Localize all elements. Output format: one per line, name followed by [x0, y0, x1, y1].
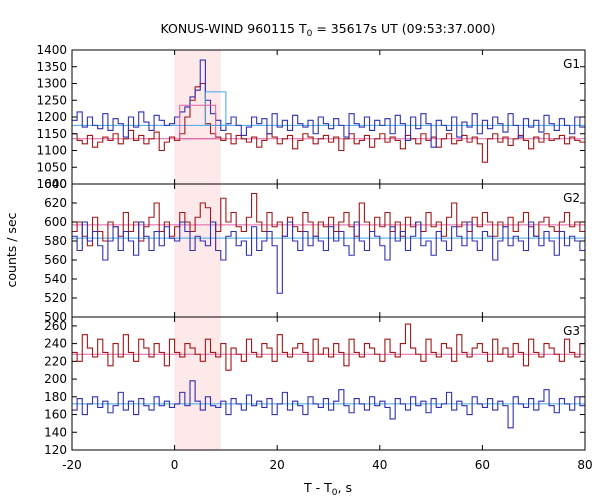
panel-g3: 120 140 160 180 200 220 240 260 G3	[44, 316, 586, 457]
y-tick-label: 1400	[36, 43, 67, 57]
y-tick-label: 1050	[36, 160, 67, 174]
y-tick-label: 500	[44, 310, 67, 324]
x-axis-title-rest: , s	[338, 480, 352, 495]
blue-series-line	[72, 59, 585, 148]
y-tick-label: 580	[44, 234, 67, 248]
y-tick-label: 220	[44, 354, 67, 368]
y-tick-label: 520	[44, 291, 67, 305]
y-tick-label: 180	[44, 390, 67, 404]
y-tick-label: 200	[44, 372, 67, 386]
plot-area: 100010501100115012001250130013501400G150…	[36, 43, 592, 472]
panel-frame	[71, 316, 586, 451]
x-tick-label: 40	[372, 458, 387, 472]
y-tick-label: 640	[44, 177, 67, 191]
y-tick-label: 1000	[36, 177, 67, 191]
panel-g1: 1000 1050 1100 1150 1200 1250 1300 1350 1400 G1	[36, 43, 586, 191]
y-tick-label: 1100	[36, 144, 67, 158]
y-axis-title: counts / sec	[4, 212, 19, 287]
red-peak-box	[179, 104, 217, 140]
x-tick-label: 0	[171, 458, 179, 472]
y-tick-label: 1300	[36, 77, 67, 91]
chart-title-main: KONUS-WIND 960115 T	[160, 21, 306, 36]
x-tick-label: 80	[577, 458, 592, 472]
y-tick-label: 600	[44, 215, 67, 229]
y-tick-label: 620	[44, 196, 67, 210]
red-series-line	[72, 323, 585, 371]
x-axis-title: T - T0, s	[303, 480, 352, 498]
blue-series-line	[72, 221, 585, 294]
shaded-interval	[174, 50, 221, 450]
y-tick-label: 120	[44, 443, 67, 457]
y-tick-label: 1250	[36, 93, 67, 107]
x-axis-title-main: T - T	[303, 480, 332, 495]
y-tick-label: 1200	[36, 110, 67, 124]
panel-label: G1	[563, 57, 580, 71]
y-tick-label: 1350	[36, 60, 67, 74]
y-tick-label: 160	[44, 408, 67, 422]
blue-series-line	[72, 380, 585, 429]
red-series-line	[72, 82, 585, 163]
y-tick-label: 1150	[36, 127, 67, 141]
x-tick-label: 20	[270, 458, 285, 472]
panel-label: G2	[563, 191, 580, 205]
x-tick-label: 60	[475, 458, 490, 472]
y-tick-label: 540	[44, 272, 67, 286]
x-tick-label: -20	[62, 458, 82, 472]
panel-g2: 500 520 540 560 580 600 620 640 G2	[44, 177, 586, 324]
y-tick-label: 140	[44, 425, 67, 439]
chart-title-rest: = 35617s UT (09:53:37.000)	[312, 21, 495, 36]
y-tick-label: 240	[44, 337, 67, 351]
panel-label: G3	[563, 324, 580, 338]
y-tick-label: 560	[44, 253, 67, 267]
chart-title: KONUS-WIND 960115 T0 = 35617s UT (09:53:…	[160, 21, 495, 39]
y-tick-label: 260	[44, 319, 67, 333]
x-axis-title-subscript: 0	[332, 488, 338, 498]
chart-title-subscript: 0	[307, 29, 313, 39]
red-series-line	[72, 192, 585, 247]
